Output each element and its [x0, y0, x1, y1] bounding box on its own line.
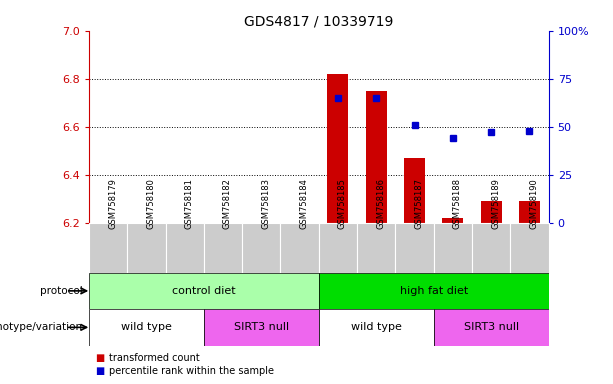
- Text: GSM758185: GSM758185: [338, 178, 347, 229]
- Text: SIRT3 null: SIRT3 null: [463, 322, 519, 333]
- Bar: [204, 223, 242, 273]
- Bar: [404, 158, 425, 223]
- Text: ■: ■: [95, 353, 104, 363]
- Bar: [89, 273, 319, 309]
- Text: GSM758187: GSM758187: [414, 178, 424, 229]
- Text: genotype/variation: genotype/variation: [0, 322, 83, 333]
- Text: GSM758180: GSM758180: [147, 178, 155, 229]
- Text: GSM758183: GSM758183: [261, 178, 270, 229]
- Bar: [89, 223, 128, 273]
- Text: GSM758181: GSM758181: [185, 178, 194, 229]
- Bar: [89, 309, 204, 346]
- Text: transformed count: transformed count: [109, 353, 199, 363]
- Text: GSM758188: GSM758188: [453, 178, 462, 229]
- Bar: [519, 201, 540, 223]
- Text: ■: ■: [95, 366, 104, 376]
- Bar: [366, 91, 387, 223]
- Text: percentile rank within the sample: percentile rank within the sample: [109, 366, 273, 376]
- Text: GSM758182: GSM758182: [223, 178, 232, 229]
- Bar: [319, 309, 434, 346]
- Bar: [166, 223, 204, 273]
- Text: protocol: protocol: [40, 286, 83, 296]
- Bar: [319, 273, 549, 309]
- Title: GDS4817 / 10339719: GDS4817 / 10339719: [244, 14, 394, 28]
- Text: SIRT3 null: SIRT3 null: [234, 322, 289, 333]
- Text: GSM758189: GSM758189: [491, 178, 500, 229]
- Bar: [472, 223, 510, 273]
- Bar: [395, 223, 434, 273]
- Text: control diet: control diet: [172, 286, 235, 296]
- Text: GSM758186: GSM758186: [376, 178, 385, 229]
- Bar: [319, 223, 357, 273]
- Bar: [434, 309, 549, 346]
- Bar: [510, 223, 549, 273]
- Bar: [481, 201, 501, 223]
- Text: GSM758190: GSM758190: [530, 178, 538, 229]
- Bar: [204, 309, 319, 346]
- Text: GSM758184: GSM758184: [300, 178, 308, 229]
- Bar: [281, 223, 319, 273]
- Text: wild type: wild type: [121, 322, 172, 333]
- Bar: [242, 223, 281, 273]
- Bar: [357, 223, 395, 273]
- Bar: [128, 223, 166, 273]
- Bar: [327, 74, 348, 223]
- Text: wild type: wild type: [351, 322, 402, 333]
- Text: high fat diet: high fat diet: [400, 286, 468, 296]
- Bar: [434, 223, 472, 273]
- Bar: [443, 218, 463, 223]
- Text: GSM758179: GSM758179: [108, 178, 117, 229]
